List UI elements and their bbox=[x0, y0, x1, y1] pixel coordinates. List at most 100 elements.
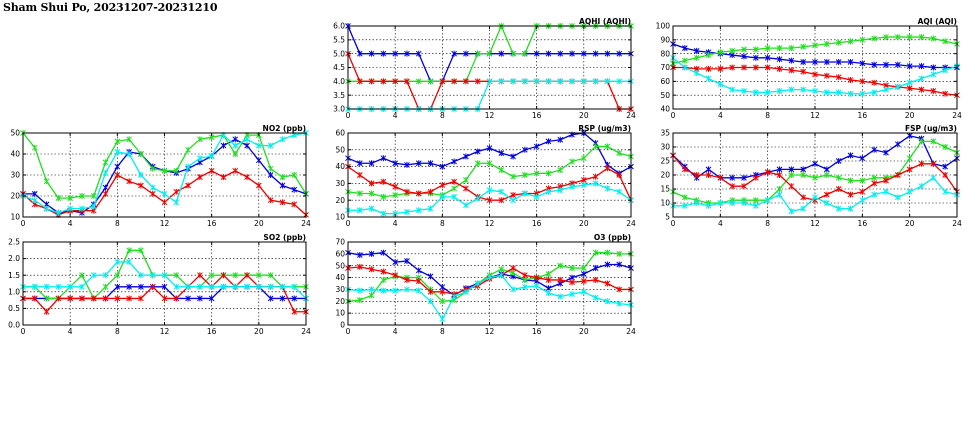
data-point-blue bbox=[267, 172, 274, 178]
data-point-green bbox=[392, 192, 399, 199]
data-point-red bbox=[291, 308, 298, 315]
y-tick-label: 2.5 bbox=[8, 238, 20, 247]
data-point-cyan bbox=[185, 163, 191, 170]
data-point-blue bbox=[474, 148, 481, 155]
data-point-cyan bbox=[580, 288, 587, 295]
data-point-cyan bbox=[533, 78, 540, 85]
data-point-green bbox=[356, 190, 363, 197]
data-point-cyan bbox=[847, 205, 854, 212]
data-point-blue bbox=[368, 50, 375, 57]
data-point-red bbox=[592, 173, 599, 180]
data-point-cyan bbox=[729, 200, 736, 206]
x-tick-label: 24 bbox=[952, 111, 962, 120]
data-point-blue bbox=[847, 152, 854, 159]
data-point-red bbox=[439, 288, 446, 295]
data-point-blue bbox=[291, 186, 298, 193]
data-point-blue bbox=[859, 60, 866, 67]
data-point-red bbox=[197, 272, 203, 279]
data-point-cyan bbox=[415, 207, 422, 214]
data-point-red bbox=[439, 78, 446, 85]
data-point-green bbox=[569, 158, 575, 165]
data-point-cyan bbox=[380, 287, 387, 294]
data-point-red bbox=[823, 191, 830, 198]
data-point-blue bbox=[580, 271, 587, 278]
data-point-blue bbox=[545, 50, 552, 57]
data-point-cyan bbox=[930, 174, 937, 181]
data-point-green bbox=[693, 54, 700, 61]
data-point-red bbox=[859, 188, 866, 195]
x-tick-label: 4 bbox=[718, 111, 723, 120]
data-point-blue bbox=[114, 163, 121, 170]
data-point-green bbox=[604, 143, 611, 150]
data-point-blue bbox=[752, 54, 759, 61]
data-point-green bbox=[918, 34, 925, 41]
data-point-cyan bbox=[693, 200, 700, 206]
data-point-cyan bbox=[149, 184, 156, 191]
data-point-cyan bbox=[894, 83, 901, 90]
data-point-cyan bbox=[741, 88, 747, 95]
data-point-blue bbox=[729, 174, 736, 181]
data-point-red bbox=[522, 272, 528, 279]
data-point-cyan bbox=[439, 193, 446, 200]
data-point-blue bbox=[356, 252, 363, 259]
data-point-red bbox=[616, 286, 623, 293]
x-tick-label: 0 bbox=[346, 111, 351, 120]
data-point-cyan bbox=[368, 286, 375, 293]
data-point-cyan bbox=[557, 187, 564, 194]
data-point-red bbox=[79, 295, 85, 302]
data-point-red bbox=[126, 178, 132, 185]
x-tick-label: 12 bbox=[485, 219, 495, 228]
data-point-red bbox=[126, 295, 132, 302]
data-point-red bbox=[847, 191, 854, 198]
y-tick-label: 0.0 bbox=[8, 321, 20, 330]
data-point-cyan bbox=[427, 298, 434, 305]
chart-rsp: 0 4 8 12 16 20 24 10 20 30 40 50 60 RSP (ug/m3) bbox=[335, 124, 636, 228]
data-point-red bbox=[871, 180, 878, 187]
data-point-blue bbox=[279, 295, 286, 302]
data-point-cyan bbox=[279, 136, 286, 143]
data-point-red bbox=[729, 183, 736, 190]
y-tick-label: 10 bbox=[10, 213, 20, 222]
data-point-cyan bbox=[616, 300, 623, 307]
data-point-cyan bbox=[729, 86, 736, 93]
data-point-cyan bbox=[883, 86, 889, 93]
data-point-green bbox=[847, 38, 854, 45]
x-tick-label: 12 bbox=[485, 111, 495, 120]
data-point-blue bbox=[267, 295, 274, 302]
x-tick-label: 24 bbox=[301, 327, 311, 336]
data-point-cyan bbox=[752, 89, 759, 96]
x-tick-label: 0 bbox=[21, 219, 26, 228]
data-point-red bbox=[392, 272, 399, 279]
data-point-green bbox=[717, 49, 724, 56]
data-point-red bbox=[404, 188, 410, 195]
data-point-green bbox=[545, 170, 552, 177]
y-tick-label: 70 bbox=[335, 238, 345, 247]
data-point-green bbox=[580, 265, 587, 272]
data-point-green bbox=[545, 271, 552, 278]
data-point-cyan bbox=[705, 202, 712, 209]
data-point-blue bbox=[255, 157, 262, 164]
data-point-green bbox=[871, 174, 878, 181]
data-point-blue bbox=[244, 142, 250, 149]
data-point-green bbox=[522, 50, 528, 57]
data-point-blue bbox=[871, 61, 878, 68]
y-tick-label: 6.0 bbox=[333, 22, 345, 31]
data-point-blue bbox=[800, 58, 807, 65]
data-point-green bbox=[681, 194, 688, 201]
data-point-red bbox=[55, 295, 62, 302]
data-point-green bbox=[43, 178, 50, 185]
data-point-blue bbox=[776, 56, 783, 63]
data-point-cyan bbox=[79, 205, 85, 212]
data-point-blue bbox=[197, 295, 203, 302]
data-point-cyan bbox=[592, 180, 599, 187]
data-point-green bbox=[918, 138, 925, 145]
chart-aqi: 0 4 8 12 16 20 24 40 50 60 70 80 90 100 AQI (AQI) bbox=[656, 17, 962, 120]
data-point-cyan bbox=[522, 284, 528, 291]
data-point-green bbox=[208, 272, 215, 279]
data-point-cyan bbox=[31, 283, 38, 290]
data-point-cyan bbox=[451, 193, 457, 200]
data-point-green bbox=[380, 276, 387, 283]
data-point-green bbox=[126, 247, 132, 254]
data-point-red bbox=[764, 64, 771, 71]
x-tick-label: 16 bbox=[858, 111, 868, 120]
